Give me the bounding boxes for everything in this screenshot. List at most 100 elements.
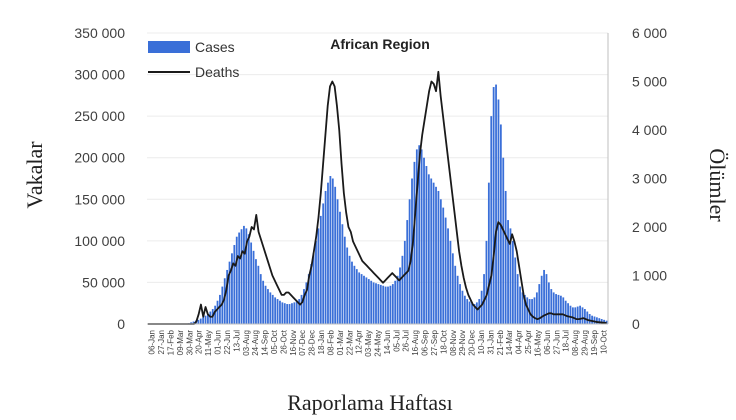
cases-bar	[600, 319, 603, 324]
cases-bar	[543, 269, 545, 324]
cases-bar	[235, 236, 238, 324]
cases-bar	[586, 311, 589, 324]
cases-bar	[322, 203, 325, 324]
cases-bar	[403, 240, 406, 324]
y-tick-label: 0	[117, 316, 125, 332]
cases-bar	[319, 215, 322, 324]
cases-bar	[442, 207, 445, 324]
cases-bar	[291, 303, 293, 324]
x-tick-label: 13-Jul	[232, 330, 241, 352]
cases-bar	[526, 297, 529, 324]
cases-bar	[509, 228, 512, 324]
cases-bar	[478, 299, 481, 324]
cases-bar	[353, 265, 356, 324]
cases-bar	[401, 255, 404, 324]
legend: Cases Deaths	[148, 39, 239, 80]
legend-cases-label: Cases	[195, 39, 235, 55]
cases-bar	[595, 317, 598, 324]
x-tick-label: 27-Jun	[552, 330, 561, 354]
x-tick-label: 29-Aug	[580, 330, 589, 356]
x-tick-label: 25-Apr	[524, 330, 533, 354]
y-tick-label: 150 000	[74, 191, 125, 207]
cases-bar	[463, 295, 466, 324]
cases-bar	[533, 297, 536, 324]
cases-bar	[576, 306, 579, 324]
cases-bar	[365, 277, 368, 324]
cases-bar	[545, 274, 548, 324]
x-tick-label: 08-Nov	[449, 330, 458, 356]
cases-bar	[387, 286, 389, 324]
cases-bar	[255, 259, 257, 324]
cases-bar	[444, 217, 447, 324]
cases-bar	[243, 225, 245, 324]
cases-bar	[569, 305, 572, 324]
x-tick-label: 26-Oct	[279, 329, 288, 354]
x-tick-label: 29-Nov	[458, 330, 467, 356]
y-tick-label: 250 000	[74, 108, 125, 124]
cases-bar	[579, 305, 581, 324]
cases-bar	[550, 289, 553, 324]
x-tick-label: 06-Jun	[543, 330, 552, 354]
cases-bar	[425, 166, 428, 324]
cases-bar	[363, 275, 365, 324]
x-tick-label: 08-Aug	[571, 330, 580, 356]
cases-bar	[396, 275, 399, 324]
x-tick-label: 08-Feb	[326, 329, 335, 355]
cases-bar	[466, 299, 469, 324]
cases-bar	[250, 242, 253, 324]
cases-bar	[480, 290, 483, 324]
cases-bar	[238, 232, 241, 324]
cases-bar	[219, 294, 221, 324]
cases-bar	[447, 228, 449, 324]
cases-bar	[305, 282, 308, 324]
cases-bar	[449, 240, 452, 324]
cases-bar	[300, 294, 303, 324]
cases-bar	[355, 269, 358, 324]
deaths-line-group	[147, 70, 607, 325]
x-tick-label: 22-Jun	[223, 330, 232, 354]
y-tick-label: 200 000	[74, 150, 125, 166]
cases-bar	[324, 190, 327, 324]
cases-bar	[413, 161, 416, 324]
cases-bar	[360, 274, 363, 324]
cases-bar	[209, 311, 212, 324]
cases-bar	[514, 257, 517, 324]
cases-bar	[567, 303, 569, 324]
x-tick-label: 14-Sep	[261, 329, 270, 355]
cases-bar	[427, 174, 430, 324]
cases-bar	[415, 149, 418, 324]
cases-bar	[504, 190, 507, 324]
cases-bar	[247, 234, 250, 324]
cases-bar	[439, 199, 442, 324]
cases-bar	[475, 302, 478, 324]
x-tick-label: 24-May	[374, 330, 383, 357]
cases-bar	[502, 157, 505, 324]
cases-bar	[331, 178, 334, 324]
cases-bar	[274, 297, 277, 324]
cases-bar	[394, 280, 397, 324]
cases-bar	[207, 314, 209, 324]
cases-bar	[432, 182, 435, 324]
cases-bar	[245, 228, 248, 324]
x-tick-labels: 06-Jan 27-Jan 17-Feb 09-Mar 30-Mar 20-Apr 11-M…	[148, 329, 609, 356]
y2-tick-label: 2 000	[632, 219, 667, 235]
cases-bar	[435, 186, 437, 324]
cases-bar	[329, 176, 332, 324]
cases-bar	[252, 250, 255, 324]
cases-bar	[317, 228, 320, 324]
cases-bar	[281, 302, 284, 324]
cases-bar	[389, 285, 392, 324]
cases-bar	[295, 300, 298, 324]
cases-bar	[271, 294, 274, 324]
x-tick-label: 18-Oct	[439, 329, 448, 354]
cases-bar	[307, 274, 310, 324]
cases-bar	[461, 290, 464, 324]
cases-bar	[557, 294, 560, 324]
cases-bar	[418, 145, 421, 324]
y2-tick-label: 0	[632, 316, 640, 332]
cases-bar	[516, 274, 519, 324]
x-tick-label: 09-Mar	[176, 330, 185, 356]
x-tick-label: 16-Nov	[289, 330, 298, 356]
cases-bar	[240, 229, 243, 324]
